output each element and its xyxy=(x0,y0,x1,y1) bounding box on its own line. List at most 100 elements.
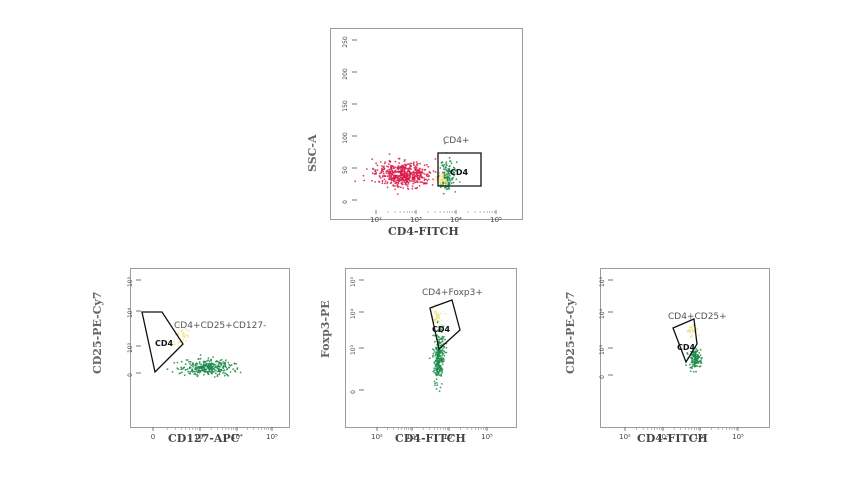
data-point xyxy=(438,338,441,341)
data-point xyxy=(442,325,445,328)
data-point xyxy=(434,340,436,343)
data-point xyxy=(439,344,441,347)
data-point xyxy=(404,179,407,182)
data-point xyxy=(451,170,454,173)
data-point xyxy=(403,176,405,178)
data-point xyxy=(442,357,445,360)
data-point xyxy=(373,173,376,175)
data-point xyxy=(443,360,445,362)
gate-polygon xyxy=(429,299,461,351)
data-point xyxy=(455,161,458,164)
data-point xyxy=(204,360,206,363)
y-axis-label: SSC-A xyxy=(306,134,319,172)
data-point xyxy=(416,177,419,180)
data-point xyxy=(181,371,183,374)
data-point xyxy=(448,165,451,168)
data-point xyxy=(405,174,408,176)
data-point xyxy=(190,364,193,367)
data-point xyxy=(394,174,397,177)
data-point xyxy=(691,334,694,336)
x-axis-label: CD4-FITCH xyxy=(395,432,466,445)
data-point xyxy=(441,339,444,341)
plot-panel-bottom-right: 0 10³ 10⁴ 10⁵ 10² 10³ 10⁴ 10⁵ CD4 CD4+CD25+ CD25-… xyxy=(560,262,775,452)
data-point xyxy=(217,370,220,373)
data-point xyxy=(416,162,419,165)
data-point xyxy=(438,181,441,184)
data-point xyxy=(363,179,365,182)
data-point xyxy=(434,355,437,357)
data-point xyxy=(417,169,420,172)
data-point xyxy=(692,352,695,354)
y-tick-label: 10³ xyxy=(599,344,606,355)
data-point xyxy=(429,171,431,174)
data-point xyxy=(399,166,402,169)
data-point xyxy=(205,364,208,367)
data-point xyxy=(435,312,438,314)
data-point xyxy=(419,162,421,165)
data-point xyxy=(444,178,447,181)
data-point xyxy=(396,193,399,196)
data-point xyxy=(188,366,191,369)
data-point xyxy=(697,356,700,358)
data-point xyxy=(420,171,423,174)
data-point xyxy=(192,365,194,368)
data-point xyxy=(441,335,444,338)
data-point xyxy=(446,182,448,185)
data-point xyxy=(177,368,180,371)
y-tick-label: 10⁴ xyxy=(127,307,134,318)
data-point xyxy=(394,182,397,185)
data-point xyxy=(208,360,211,363)
data-point xyxy=(441,383,443,385)
data-point xyxy=(448,177,451,179)
data-point xyxy=(200,363,202,366)
data-point xyxy=(426,179,429,182)
data-point xyxy=(439,386,442,389)
data-point xyxy=(416,174,419,177)
data-point xyxy=(432,170,435,172)
data-point xyxy=(381,167,383,170)
data-point xyxy=(407,188,410,191)
y-tick-label: 100 xyxy=(342,132,349,144)
data-point xyxy=(442,182,445,185)
data-point xyxy=(412,171,414,174)
data-point xyxy=(198,370,201,372)
gate-polygon xyxy=(672,318,698,364)
data-point xyxy=(410,162,413,165)
data-point xyxy=(384,175,387,178)
data-point xyxy=(208,363,211,366)
data-point xyxy=(385,172,388,174)
data-point xyxy=(195,362,198,364)
data-point xyxy=(406,163,408,166)
data-point xyxy=(426,163,428,166)
data-point xyxy=(425,178,427,181)
data-point xyxy=(195,370,198,373)
data-point xyxy=(394,176,397,179)
data-point xyxy=(404,165,407,167)
data-point xyxy=(435,351,438,354)
data-point xyxy=(418,185,421,187)
data-point xyxy=(409,163,411,165)
data-point xyxy=(434,312,436,315)
data-point xyxy=(216,374,219,376)
data-point xyxy=(404,159,406,161)
data-point xyxy=(379,172,381,175)
x-tick-label: 10² xyxy=(370,216,382,224)
data-point xyxy=(196,375,199,378)
data-point xyxy=(440,312,443,315)
data-point xyxy=(434,310,437,312)
data-point xyxy=(394,185,396,187)
data-point xyxy=(396,179,399,182)
data-point xyxy=(184,363,187,365)
data-point xyxy=(390,176,393,179)
data-point xyxy=(441,171,444,174)
data-point xyxy=(436,360,439,363)
data-point xyxy=(445,346,448,349)
data-point xyxy=(222,367,225,370)
data-point xyxy=(439,326,442,329)
data-point xyxy=(225,366,228,369)
plot-panel-top: 0 50 100 150 200 250 10² 10³ 10⁴ 10⁵ CD4 CD4+ SSC-A… xyxy=(300,22,530,247)
data-point xyxy=(440,319,443,322)
data-point xyxy=(199,354,202,356)
data-point xyxy=(212,365,215,367)
data-point xyxy=(223,369,226,372)
